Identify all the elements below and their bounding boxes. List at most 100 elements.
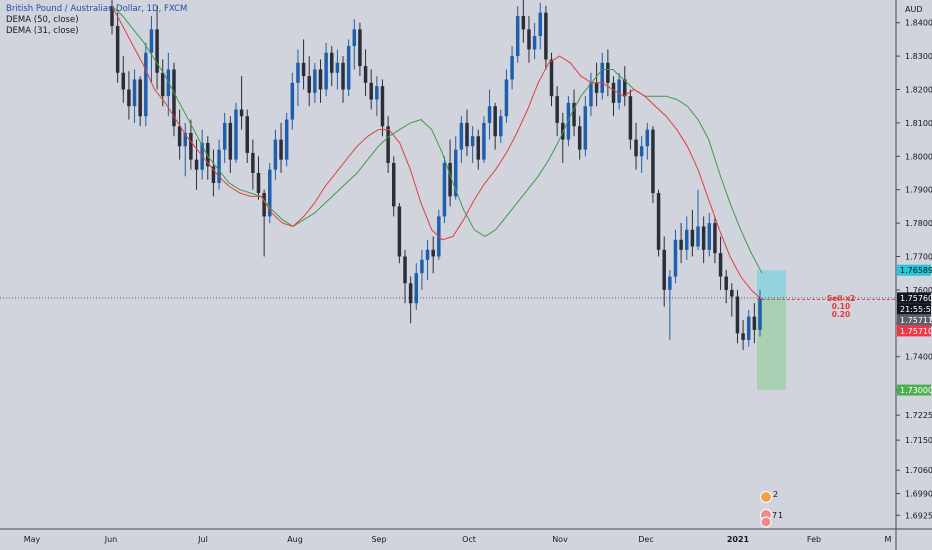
- candle-body-84: [583, 106, 588, 150]
- candle-body-30: [279, 139, 283, 160]
- candle-body-90: [617, 79, 621, 103]
- dividend-badge-icon[interactable]: [760, 516, 772, 528]
- moving-average-lines: [111, 5, 763, 301]
- candle-body-115: [758, 297, 762, 330]
- time-tick-3: Aug: [287, 535, 303, 544]
- candle-body-1: [115, 26, 120, 73]
- candle-body-12: [177, 126, 182, 147]
- candle-body-87: [600, 62, 604, 93]
- candle-body-66: [482, 122, 486, 160]
- event-badges[interactable]: 2 7 1: [760, 490, 784, 528]
- candle-body-103: [690, 229, 695, 247]
- candle-body-22: [234, 109, 238, 160]
- candle-body-99: [668, 276, 672, 290]
- candle-body-32: [290, 82, 295, 120]
- candle-body-49: [386, 126, 390, 163]
- candle-body-61: [453, 149, 458, 197]
- candle-body-65: [476, 136, 481, 160]
- candle-body-63: [465, 122, 469, 147]
- candle-body-8: [155, 29, 159, 73]
- candle-body-36: [313, 69, 317, 93]
- price-tick-15: 1.69900: [905, 490, 932, 499]
- price-tick-5: 1.79000: [905, 186, 932, 195]
- chart-legend: British Pound / Australian Dollar, 1D, F…: [6, 4, 187, 37]
- currency-label: AUD: [905, 5, 923, 14]
- candle-body-40: [335, 62, 340, 73]
- indicator-dema-31[interactable]: DEMA (31, close): [6, 26, 79, 36]
- time-axis[interactable]: May Jun Jul Aug Sep Oct Nov Dec 2021 Feb M: [24, 535, 892, 544]
- candle-body-101: [679, 239, 683, 250]
- symbol-title[interactable]: British Pound / Australian Dollar, 1D, F…: [6, 4, 188, 14]
- stop-loss-zone[interactable]: [757, 270, 786, 300]
- candle-body-41: [341, 62, 345, 90]
- time-tick-9: Feb: [807, 535, 821, 544]
- event-badge-count-2: 7: [772, 511, 777, 520]
- time-tick-1: Jun: [104, 535, 118, 544]
- position-zones: [757, 270, 786, 391]
- candle-body-97: [656, 193, 661, 250]
- candle-body-89: [611, 82, 616, 103]
- candle-body-47: [375, 86, 379, 100]
- candle-body-111: [735, 296, 740, 334]
- candle-body-34: [301, 62, 306, 77]
- order-annotation: Sell x2 0.10 0.20: [827, 294, 855, 319]
- candle-body-14: [189, 132, 193, 160]
- time-tick-4: Sep: [371, 535, 386, 544]
- candle-body-35: [307, 76, 311, 93]
- candle-body-100: [673, 239, 678, 277]
- candle-body-57: [431, 249, 435, 257]
- candle-body-24: [245, 116, 249, 153]
- price-label-1: 1.75760: [900, 294, 932, 303]
- dema-31-line: [111, 5, 763, 301]
- price-tick-1: 1.83000: [905, 52, 932, 61]
- candle-body-33: [296, 62, 300, 83]
- candle-body-88: [606, 62, 610, 83]
- time-tick-10: M: [885, 535, 892, 544]
- candle-body-25: [251, 152, 255, 173]
- candle-body-72: [515, 16, 520, 57]
- candle-body-38: [324, 52, 328, 90]
- price-guides: [0, 297, 896, 300]
- price-tick-6: 1.78000: [905, 219, 932, 228]
- candle-body-64: [470, 136, 475, 147]
- candle-body-98: [662, 249, 666, 290]
- candle-body-77: [544, 12, 548, 60]
- candle-body-109: [724, 276, 728, 290]
- indicator-dema-50[interactable]: DEMA (50, close): [6, 15, 79, 25]
- time-tick-6: Nov: [552, 535, 568, 544]
- time-tick-5: Oct: [462, 535, 476, 544]
- candle-body-19: [217, 149, 221, 184]
- candle-body-104: [696, 226, 700, 247]
- candle-body-52: [403, 256, 407, 284]
- candle-body-54: [414, 273, 419, 304]
- candle-body-83: [577, 126, 582, 150]
- candle-body-96: [651, 129, 655, 194]
- candle-body-102: [685, 229, 689, 250]
- candle-body-79: [555, 96, 559, 123]
- candle-body-13: [183, 132, 187, 147]
- time-tick-7: Dec: [638, 535, 653, 544]
- candle-body-9: [160, 72, 165, 97]
- time-tick-8: 2021: [727, 535, 750, 544]
- candle-body-29: [273, 139, 278, 170]
- event-badge-icon[interactable]: [760, 491, 772, 503]
- price-label-bg-0: [897, 264, 931, 276]
- candle-body-94: [639, 146, 644, 157]
- take-profit-zone[interactable]: [757, 299, 786, 391]
- time-tick-0: May: [24, 535, 41, 544]
- candle-body-23: [239, 109, 244, 117]
- candle-body-15: [194, 159, 199, 170]
- candle-body-0: [110, 6, 114, 27]
- candle-body-74: [527, 29, 531, 50]
- price-label-bg-4: [897, 325, 931, 337]
- candle-body-21: [228, 122, 233, 160]
- candle-body-113: [746, 316, 751, 340]
- candle-body-37: [318, 69, 323, 90]
- candle-body-31: [284, 119, 289, 160]
- candle-body-112: [741, 333, 745, 340]
- price-tick-10: 1.74000: [905, 353, 932, 362]
- price-label-5: 1.73000: [900, 386, 932, 395]
- order-side-label: Sell x2: [827, 294, 855, 303]
- price-tick-3: 1.81000: [905, 119, 932, 128]
